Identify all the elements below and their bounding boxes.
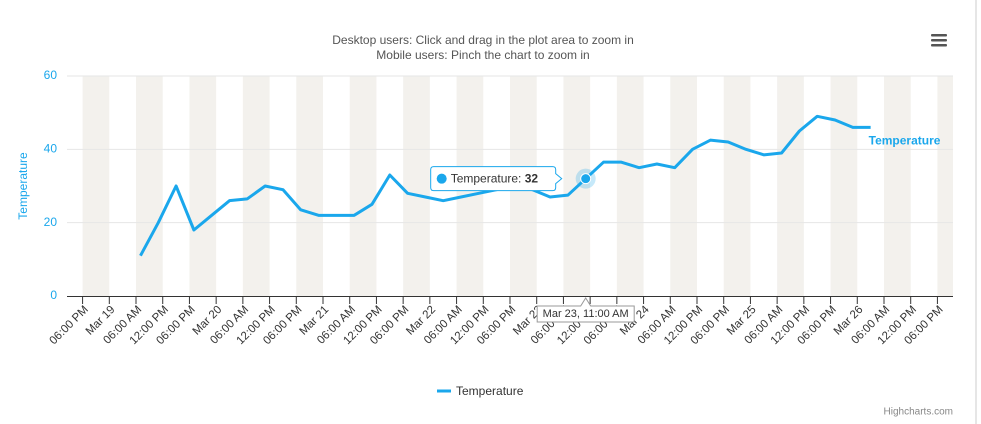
chart-title: Desktop users: Click and drag in the plo… [332, 33, 634, 47]
y-tick-label: 40 [44, 142, 58, 156]
plot-band [349, 76, 377, 296]
tooltip-symbol [436, 173, 447, 184]
y-tick-label: 60 [44, 68, 58, 82]
plot-band [937, 76, 953, 296]
tooltip-box [430, 166, 563, 192]
plot-band [296, 76, 324, 296]
credits: Highcharts.com [884, 407, 953, 418]
y-tick-label: 0 [50, 288, 57, 302]
plot-band [883, 76, 911, 296]
x-tooltip-text: Mar 23, 11:00 AM [543, 308, 629, 320]
chart-subtitle: Mobile users: Pinch the chart to zoom in [376, 48, 589, 62]
tooltip-label: Temperature: [451, 172, 522, 186]
plot-band [723, 76, 751, 296]
y-axis-title: Temperature [16, 152, 30, 220]
menu-bar [931, 34, 947, 37]
y-tick-label: 20 [44, 215, 58, 229]
series-end-label: Temperature [869, 134, 941, 148]
plot-band [189, 76, 217, 296]
legend-label: Temperature [456, 384, 524, 398]
tooltip-value: 32 [525, 172, 539, 186]
plot-band [777, 76, 804, 296]
plot-band [670, 76, 697, 296]
plot-band [616, 76, 644, 296]
x-tooltip-box [536, 297, 635, 323]
menu-bar [931, 44, 947, 47]
tooltip-text: Temperature: 32 [451, 172, 539, 186]
plot-band [136, 76, 163, 296]
menu-button[interactable] [931, 34, 947, 47]
plot-band [403, 76, 430, 296]
menu-bar [931, 39, 947, 42]
plot-band [82, 76, 110, 296]
plot-band [830, 76, 858, 296]
hover-point [580, 173, 592, 185]
